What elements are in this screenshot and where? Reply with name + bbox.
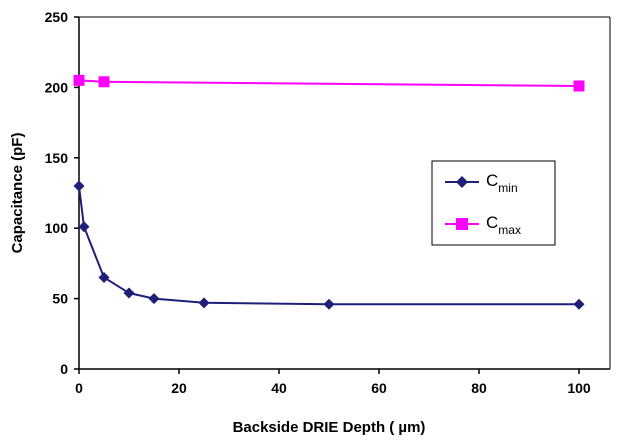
legend-label-cmax-main: C <box>486 213 498 232</box>
data-point-cmin <box>323 298 335 310</box>
y-tick-label: 100 <box>45 220 69 236</box>
x-tick-label: 60 <box>371 380 387 396</box>
legend-marker-cmin <box>456 176 468 188</box>
data-point-cmin <box>573 298 585 310</box>
y-tick-label: 200 <box>45 79 69 95</box>
data-point-cmax <box>98 76 110 88</box>
legend-label-cmin: Cmin <box>486 171 518 195</box>
y-tick-label: 250 <box>45 9 69 25</box>
x-axis-title: Backside DRIE Depth ( µm) <box>233 419 426 436</box>
data-point-cmin <box>78 221 90 233</box>
data-point-cmax <box>73 74 85 86</box>
data-point-cmin <box>198 297 210 309</box>
x-tick-label: 80 <box>471 380 487 396</box>
legend-label-cmax-sub: max <box>498 223 521 237</box>
y-tick-label: 150 <box>45 150 69 166</box>
legend-label-cmax: Cmax <box>486 213 521 237</box>
data-point-cmax <box>573 80 585 92</box>
x-tick-label: 40 <box>271 380 287 396</box>
data-point-cmin <box>123 287 135 299</box>
y-axis-title: Capacitance (pF) <box>9 133 26 254</box>
legend: Cmin Cmax <box>431 160 556 246</box>
series-line-cmax <box>78 79 580 87</box>
x-tick-label: 0 <box>75 380 83 396</box>
y-tick-label: 50 <box>52 291 68 307</box>
data-point-cmin <box>148 293 160 305</box>
series-layer <box>73 74 585 310</box>
x-axis-ticks: 0 20 40 60 80 100 <box>75 369 591 396</box>
data-point-cmin <box>73 180 85 192</box>
x-tick-label: 20 <box>171 380 187 396</box>
data-point-cmin <box>98 271 110 283</box>
y-axis-ticks: 0 50 100 150 200 250 <box>45 9 79 377</box>
legend-label-cmin-sub: min <box>498 181 517 195</box>
y-tick-label: 0 <box>60 361 68 377</box>
legend-box <box>431 160 556 246</box>
legend-label-cmin-main: C <box>486 171 498 190</box>
x-tick-label: 100 <box>567 380 591 396</box>
series-line-cmin <box>78 185 579 306</box>
legend-marker-cmax <box>456 218 468 230</box>
